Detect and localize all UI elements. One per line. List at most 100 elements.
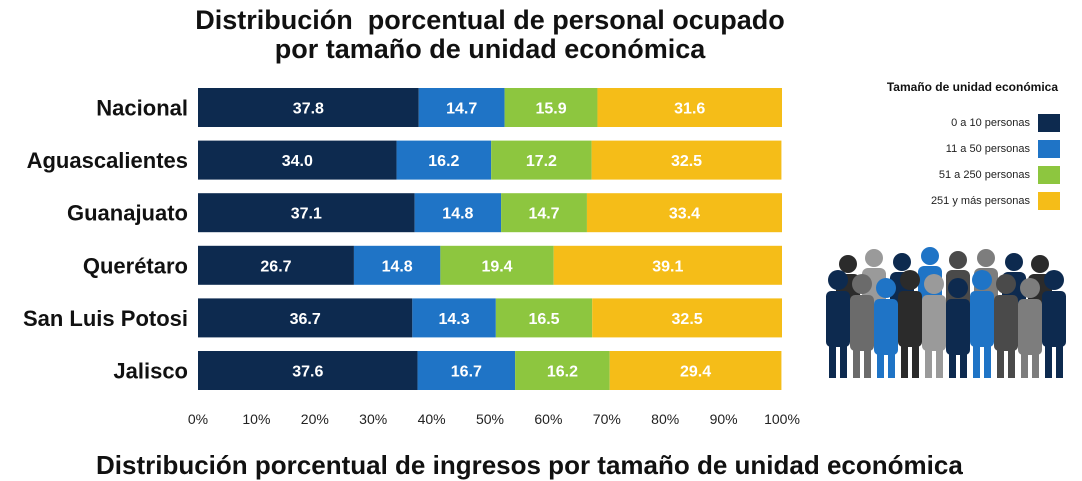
chart-title: Distribución porcentual de personal ocup… [160, 6, 820, 64]
bar-value-labels: 37.8 14.7 15.9 31.6 34.0 16.2 17.2 32.5 37.1 14.8… [260, 101, 711, 381]
worker-figure [865, 249, 883, 267]
legend-swatch [1038, 114, 1060, 132]
x-tick-label: 10% [242, 411, 270, 427]
worker-figure [1021, 354, 1028, 378]
x-tick-label: 30% [359, 411, 387, 427]
bar-segment [597, 88, 782, 127]
worker-figure [1045, 346, 1052, 378]
bar-value-label: 14.3 [439, 311, 470, 328]
category-label: Aguascalientes [27, 148, 188, 173]
x-tick-label: 50% [476, 411, 504, 427]
bar-segment [491, 140, 592, 180]
bar-value-label: 32.5 [671, 153, 702, 170]
bar-value-label: 16.2 [547, 364, 578, 381]
bar-value-label: 16.2 [428, 153, 459, 170]
chart-title-line-2: por tamaño de unidad económica [274, 34, 706, 64]
worker-figure [925, 350, 932, 378]
category-label: Guanajuato [67, 201, 188, 226]
worker-figure [984, 346, 991, 378]
bar-segment [198, 298, 413, 338]
worker-figure [1005, 253, 1023, 271]
bar-segment [495, 298, 593, 338]
bar-segment [591, 140, 782, 180]
bar-segment [198, 351, 418, 390]
worker-figure [997, 350, 1004, 378]
worker-figure [970, 291, 994, 347]
bar-segment [414, 193, 502, 233]
legend-item: 51 a 250 personas [828, 162, 1060, 188]
legend-items: 0 a 10 personas 11 a 50 personas 51 a 250 … [828, 110, 1060, 214]
bar-segment [198, 88, 419, 127]
legend: Tamaño de unidad económica 0 a 10 person… [828, 80, 1060, 214]
bar-value-label: 34.0 [282, 153, 313, 170]
bar-segment [586, 193, 782, 233]
worker-figure [1032, 354, 1039, 378]
bar-segment [418, 88, 505, 127]
bar-segment [501, 193, 587, 233]
bar-value-label: 19.4 [481, 258, 512, 275]
worker-figure [977, 249, 995, 267]
bar-segment [412, 298, 496, 338]
bar-value-label: 15.9 [535, 101, 566, 118]
worker-figure [1044, 270, 1064, 290]
bar-segment [553, 245, 782, 285]
worker-figure [876, 278, 896, 298]
legend-label: 0 a 10 personas [951, 117, 1030, 129]
bar-value-label: 16.7 [451, 364, 482, 381]
worker-figure [949, 251, 967, 269]
worker-figure [874, 299, 898, 355]
bar-segment [504, 88, 598, 127]
worker-figure [949, 354, 956, 378]
category-label: Querétaro [83, 253, 188, 278]
bar-segment [417, 351, 516, 390]
legend-title: Tamaño de unidad económica [886, 80, 1058, 94]
legend-item: 251 y más personas [828, 188, 1060, 214]
worker-figure [900, 270, 920, 290]
worker-figure [973, 346, 980, 378]
worker-figure [888, 354, 895, 378]
chart-title-line-1: Distribución porcentual de personal ocup… [195, 5, 785, 35]
bar-segment [353, 245, 441, 285]
worker-figure [1056, 346, 1063, 378]
bar-value-label: 16.5 [528, 311, 559, 328]
worker-figure [828, 270, 848, 290]
bar-value-label: 14.7 [528, 206, 559, 223]
bar-segment [515, 351, 610, 390]
worker-figure [901, 346, 908, 378]
worker-figure [960, 354, 967, 378]
footer-text: Distribución porcentual de ingresos por … [96, 450, 963, 480]
worker-figure [994, 295, 1018, 351]
x-tick-label: 100% [764, 411, 800, 427]
legend-label: 11 a 50 personas [945, 143, 1030, 155]
bar-value-label: 32.5 [672, 311, 703, 328]
bar-segment [198, 140, 397, 180]
legend-label: 251 y más personas [930, 195, 1030, 207]
worker-figure [924, 274, 944, 294]
x-tick-label: 90% [710, 411, 738, 427]
bar-value-label: 31.6 [674, 101, 705, 118]
bar-value-label: 14.8 [442, 206, 473, 223]
worker-figure [1018, 299, 1042, 355]
worker-figure [1042, 291, 1066, 347]
worker-figure [1020, 278, 1040, 298]
bar-value-label: 14.7 [446, 101, 477, 118]
bar-value-label: 29.4 [680, 364, 711, 381]
category-label: Jalisco [113, 359, 188, 384]
x-tick-label: 20% [301, 411, 329, 427]
worker-figure [898, 291, 922, 347]
x-tick-label: 60% [534, 411, 562, 427]
x-axis-ticks: 0% 10% 20% 30% 40% 50% 60% 70% 80% 90% 100% [188, 411, 800, 427]
bar-value-label: 14.8 [382, 258, 413, 275]
worker-figure [1008, 350, 1015, 378]
category-labels: Nacional Aguascalientes Guanajuato Querétar… [23, 96, 188, 384]
legend-item: 0 a 10 personas [828, 110, 1060, 136]
x-tick-label: 0% [188, 411, 208, 427]
worker-figure [864, 350, 871, 378]
worker-figure [921, 247, 939, 265]
bars [198, 88, 782, 390]
worker-figure [853, 350, 860, 378]
worker-figure [840, 346, 847, 378]
x-tick-label: 70% [593, 411, 621, 427]
workers-illustration [826, 247, 1066, 378]
worker-figure [936, 350, 943, 378]
